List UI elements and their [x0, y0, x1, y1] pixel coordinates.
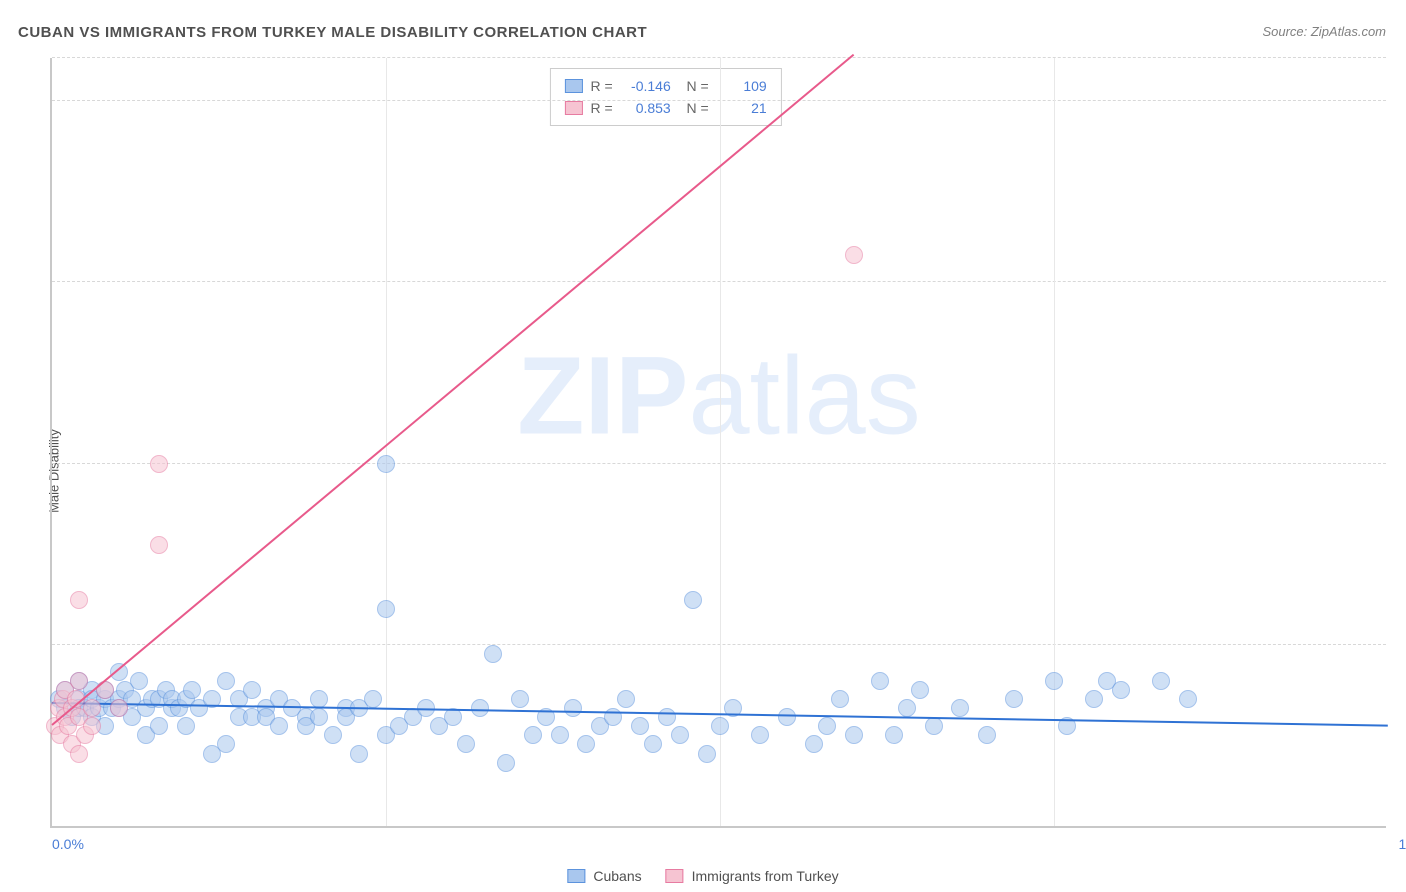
legend-swatch [565, 101, 583, 115]
plot-area: ZIPatlas R =-0.146 N =109R =0.853 N =21 … [50, 58, 1386, 828]
scatter-point [110, 699, 128, 717]
scatter-point [925, 717, 943, 735]
scatter-point [845, 246, 863, 264]
source-attribution: Source: ZipAtlas.com [1262, 24, 1386, 39]
y-tick-label: 20.0% [1393, 621, 1406, 637]
scatter-point [818, 717, 836, 735]
gridline-v [720, 58, 721, 826]
scatter-point [644, 735, 662, 753]
scatter-point [671, 726, 689, 744]
scatter-point [243, 681, 261, 699]
scatter-point [183, 681, 201, 699]
scatter-point [831, 690, 849, 708]
legend-item: Immigrants from Turkey [666, 868, 839, 884]
scatter-point [350, 745, 368, 763]
scatter-point [364, 690, 382, 708]
legend-swatch [567, 869, 585, 883]
x-tick-label: 0.0% [52, 836, 84, 852]
scatter-point [778, 708, 796, 726]
scatter-point [150, 455, 168, 473]
scatter-point [270, 717, 288, 735]
gridline-h [52, 644, 1386, 645]
legend-item: Cubans [567, 868, 641, 884]
y-tick-label: 80.0% [1393, 77, 1406, 93]
scatter-point [511, 690, 529, 708]
scatter-point [617, 690, 635, 708]
trend-line [51, 54, 854, 726]
scatter-point [217, 672, 235, 690]
legend-r-label: R = [591, 75, 613, 97]
x-tick-label: 100.0% [1399, 836, 1406, 852]
scatter-point [457, 735, 475, 753]
scatter-point [551, 726, 569, 744]
scatter-point [751, 726, 769, 744]
scatter-point [658, 708, 676, 726]
correlation-legend: R =-0.146 N =109R =0.853 N =21 [550, 68, 782, 126]
scatter-point [564, 699, 582, 717]
scatter-point [951, 699, 969, 717]
scatter-point [377, 455, 395, 473]
scatter-point [684, 591, 702, 609]
chart-title: CUBAN VS IMMIGRANTS FROM TURKEY MALE DIS… [18, 24, 647, 41]
scatter-point [484, 645, 502, 663]
scatter-point [150, 717, 168, 735]
scatter-point [70, 591, 88, 609]
scatter-point [1045, 672, 1063, 690]
legend-swatch [565, 79, 583, 93]
gridline-h [52, 57, 1386, 58]
scatter-point [70, 745, 88, 763]
watermark-bold: ZIP [517, 334, 688, 457]
legend-row: R = -0.146 N = 109 [565, 75, 767, 97]
legend-r-value: -0.146 [621, 75, 671, 97]
scatter-point [911, 681, 929, 699]
scatter-point [1112, 681, 1130, 699]
scatter-point [83, 717, 101, 735]
scatter-point [177, 717, 195, 735]
legend-swatch [666, 869, 684, 883]
scatter-point [377, 600, 395, 618]
watermark: ZIPatlas [517, 332, 920, 459]
legend-label: Immigrants from Turkey [692, 868, 839, 884]
legend-n-label: N = [679, 75, 709, 97]
scatter-point [845, 726, 863, 744]
scatter-point [130, 672, 148, 690]
gridline-v [1054, 58, 1055, 826]
gridline-h [52, 281, 1386, 282]
scatter-point [898, 699, 916, 717]
scatter-point [310, 708, 328, 726]
scatter-point [324, 726, 342, 744]
chart-container: Male Disability ZIPatlas R =-0.146 N =10… [0, 50, 1406, 892]
scatter-point [217, 735, 235, 753]
scatter-point [711, 717, 729, 735]
gridline-h [52, 100, 1386, 101]
scatter-point [1152, 672, 1170, 690]
scatter-point [1179, 690, 1197, 708]
scatter-point [70, 672, 88, 690]
series-legend: Cubans Immigrants from Turkey [567, 868, 838, 884]
scatter-point [1085, 690, 1103, 708]
y-tick-label: 60.0% [1393, 258, 1406, 274]
scatter-point [978, 726, 996, 744]
scatter-point [871, 672, 889, 690]
scatter-point [577, 735, 595, 753]
y-tick-label: 40.0% [1393, 440, 1406, 456]
legend-label: Cubans [593, 868, 641, 884]
scatter-point [83, 699, 101, 717]
scatter-point [524, 726, 542, 744]
scatter-point [805, 735, 823, 753]
gridline-h [52, 463, 1386, 464]
scatter-point [631, 717, 649, 735]
scatter-point [698, 745, 716, 763]
scatter-point [1005, 690, 1023, 708]
legend-n-value: 109 [717, 75, 767, 97]
scatter-point [885, 726, 903, 744]
scatter-point [497, 754, 515, 772]
watermark-rest: atlas [688, 334, 920, 457]
scatter-point [444, 708, 462, 726]
scatter-point [150, 536, 168, 554]
